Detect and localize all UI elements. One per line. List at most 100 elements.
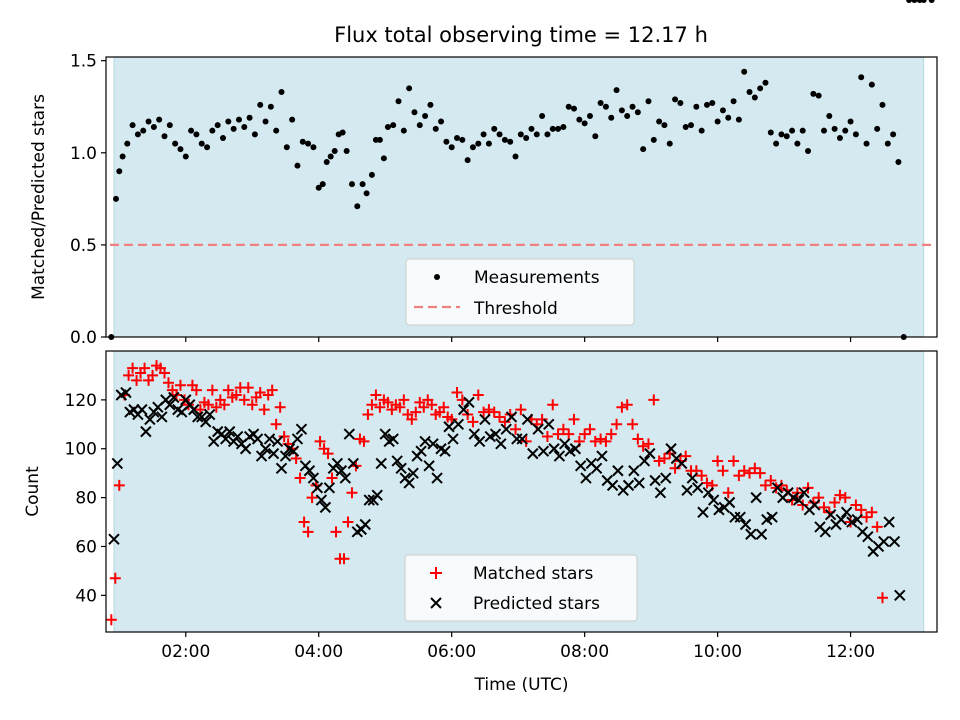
- predicted-star-point: [878, 535, 890, 548]
- measurement-point: [778, 131, 785, 138]
- legend-marker-matched: [430, 567, 442, 579]
- legend-label-threshold: Threshold: [473, 299, 558, 319]
- predicted-star-point: [111, 457, 124, 470]
- predicted-star-point: [231, 430, 244, 443]
- matched-star-point: [563, 428, 575, 440]
- measurement-point: [220, 135, 227, 142]
- matched-star-point: [829, 496, 841, 508]
- measurement-point: [339, 129, 346, 136]
- predicted-star-point: [419, 435, 431, 448]
- matched-star-point: [105, 614, 117, 626]
- matched-star-point: [330, 526, 342, 538]
- predicted-star-point: [251, 433, 264, 445]
- measurement-point: [672, 96, 679, 103]
- measurement-point: [890, 131, 897, 138]
- predicted-star-point: [427, 438, 439, 450]
- predicted-star-point: [638, 455, 651, 467]
- measurement-point: [310, 144, 317, 151]
- matched-star-point: [302, 526, 314, 538]
- x-tick-label: 08:00: [560, 642, 609, 662]
- matched-star-point: [338, 553, 350, 565]
- measurement-point: [586, 112, 593, 119]
- measurement-point: [464, 157, 471, 164]
- measurement-point: [773, 140, 780, 147]
- count-panel-frame: [105, 350, 938, 633]
- predicted-star-point: [862, 530, 874, 543]
- matched-star-point: [595, 433, 607, 445]
- legend-marker-measurements: [434, 274, 440, 280]
- measurement-point: [874, 125, 881, 132]
- ratio-points: [108, 0, 935, 340]
- x-tick-label: 02:00: [161, 642, 210, 662]
- matched-star-point: [374, 401, 386, 413]
- measurement-point: [166, 122, 173, 129]
- predicted-star-point: [275, 462, 288, 474]
- measurement-point: [863, 140, 870, 147]
- matched-star-point: [346, 487, 358, 499]
- measurement-point: [491, 125, 498, 132]
- predicted-star-point: [108, 533, 120, 545]
- measurement-point: [762, 79, 769, 86]
- matched-star-point: [749, 462, 761, 474]
- x-tick-label: 06:00: [427, 642, 476, 662]
- measurement-point: [422, 112, 429, 119]
- measurement-point: [852, 131, 859, 138]
- measurement-point: [831, 125, 838, 132]
- measurement-point: [354, 203, 361, 210]
- matched-star-point: [557, 423, 569, 435]
- predicted-star-point: [840, 506, 853, 518]
- predicted-star-point: [315, 494, 328, 506]
- matched-star-point: [362, 409, 374, 421]
- measurement-point: [278, 89, 285, 95]
- measurement-point: [193, 131, 200, 138]
- measurement-point: [214, 122, 221, 129]
- predicted-star-point: [120, 386, 132, 399]
- predicted-star-point: [495, 438, 507, 450]
- predicted-star-point: [271, 435, 284, 448]
- matched-star-point: [394, 401, 406, 413]
- measurement-point: [560, 124, 567, 130]
- matched-star-point: [294, 472, 306, 484]
- matched-star-point: [190, 384, 202, 396]
- matched-star-point: [839, 492, 851, 504]
- predicted-star-point: [819, 526, 832, 538]
- measurement-point: [703, 101, 710, 108]
- count-points: [105, 360, 906, 626]
- matched-star-point: [326, 472, 338, 484]
- x-tick-label: 12:00: [826, 642, 875, 662]
- measurement-point: [528, 125, 535, 132]
- matched-star-point: [306, 492, 318, 504]
- matched-star-point: [818, 501, 830, 513]
- measurement-point: [842, 127, 849, 134]
- predicted-star-point: [537, 445, 550, 457]
- predicted-star-point: [295, 423, 308, 435]
- measurement-point: [161, 133, 168, 140]
- y-tick-label: 120: [65, 391, 97, 411]
- predicted-star-point: [622, 479, 635, 492]
- predicted-star-point: [452, 418, 465, 431]
- measurement-point: [826, 112, 833, 119]
- measurement-point: [485, 140, 492, 147]
- measurement-point: [156, 116, 163, 123]
- measurement-point: [390, 122, 397, 129]
- matched-star-point: [418, 401, 430, 413]
- predicted-star-point: [793, 494, 805, 506]
- predicted-star-point: [835, 513, 847, 526]
- measurement-point: [629, 103, 636, 110]
- measurement-point: [608, 114, 615, 121]
- measurement-point: [376, 136, 383, 143]
- measurement-point: [134, 131, 141, 138]
- ratio-y-axis-label: Matched/Predicted stars: [29, 94, 49, 300]
- predicted-star-point: [415, 445, 427, 457]
- matched-star-point: [406, 413, 418, 425]
- measurement-point: [507, 138, 514, 145]
- predicted-star-point: [697, 506, 709, 518]
- measurement-point: [112, 195, 119, 202]
- measurement-point: [624, 112, 631, 119]
- measurement-point: [592, 133, 599, 140]
- matched-star-point: [222, 384, 234, 396]
- predicted-star-point: [654, 487, 667, 499]
- predicted-star-point: [223, 425, 236, 438]
- matched-star-point: [123, 369, 135, 381]
- matched-star-point: [426, 399, 438, 411]
